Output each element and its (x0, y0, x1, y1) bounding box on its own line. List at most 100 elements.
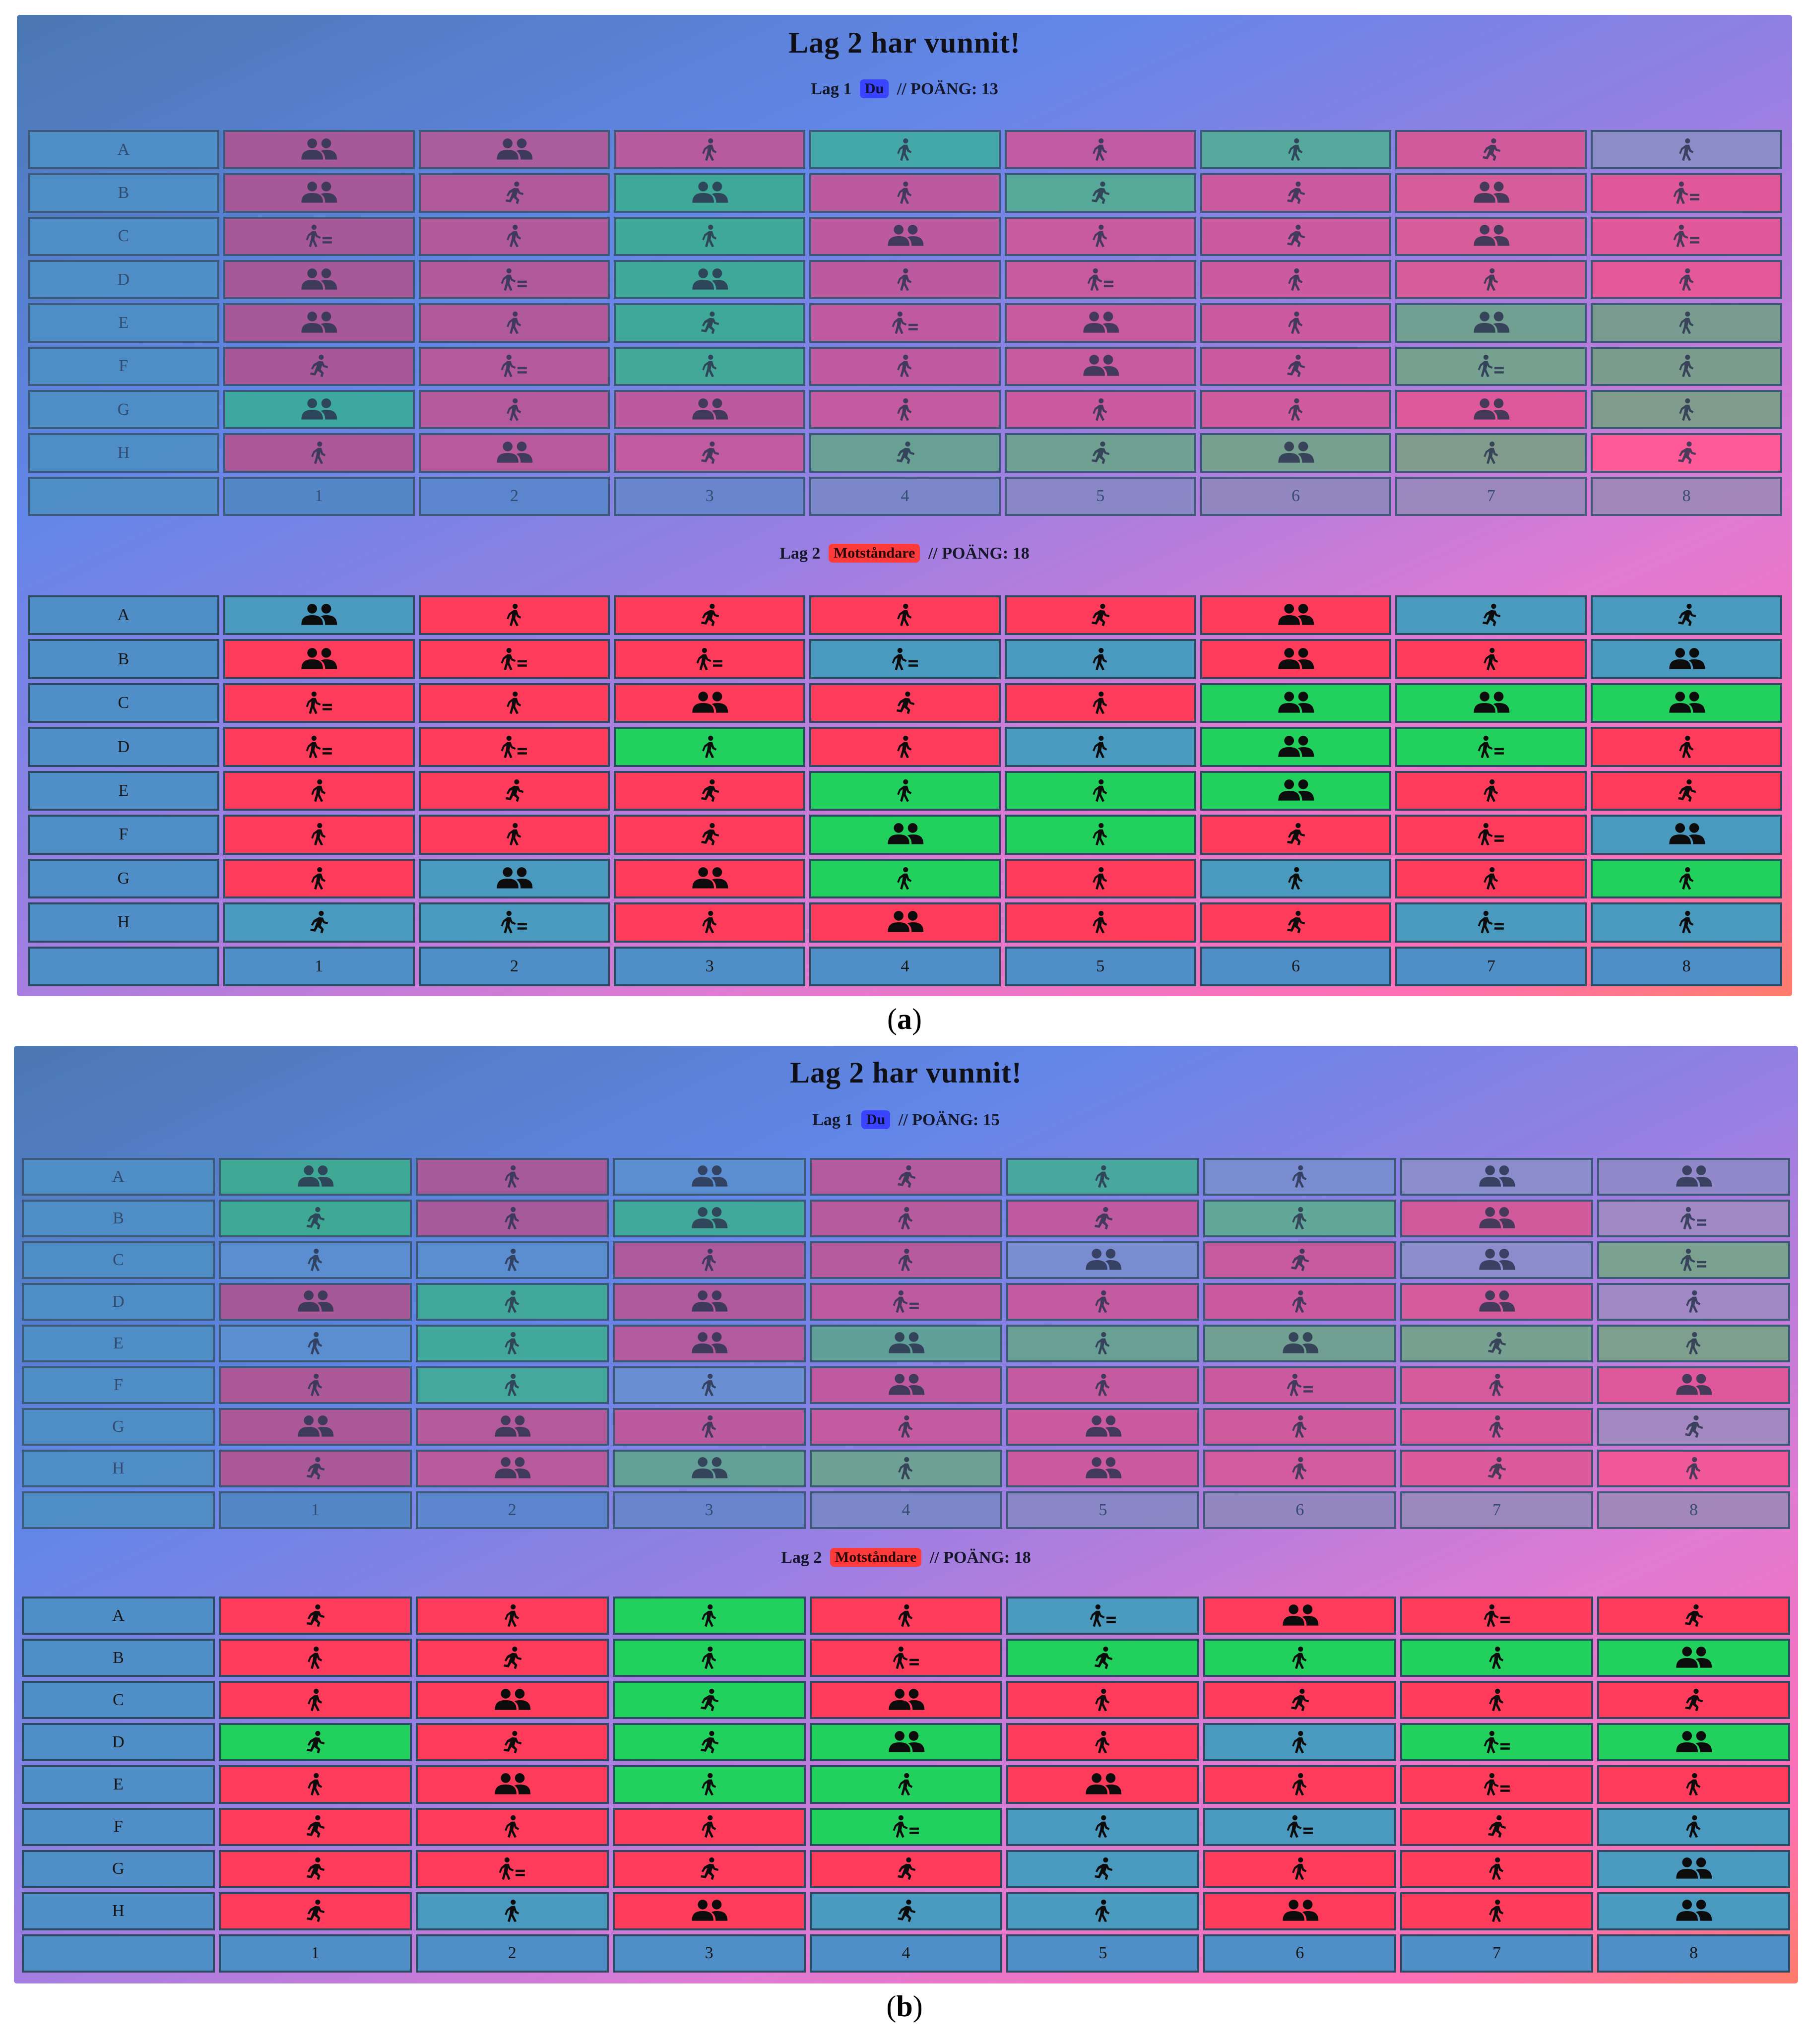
board-cell[interactable] (809, 130, 1001, 170)
board-cell[interactable] (418, 390, 610, 430)
board-cell[interactable] (415, 1892, 609, 1930)
board-cell[interactable] (1400, 1597, 1594, 1635)
board-cell[interactable] (1597, 1325, 1790, 1362)
board-cell[interactable] (809, 1681, 1003, 1720)
board-cell[interactable] (809, 390, 1001, 430)
board-cell[interactable] (218, 1283, 412, 1321)
board-cell[interactable] (218, 1639, 412, 1677)
board-cell[interactable] (1591, 902, 1782, 943)
board-cell[interactable] (1203, 1200, 1397, 1237)
board-cell[interactable] (415, 1723, 609, 1762)
board-cell[interactable] (1400, 1681, 1594, 1720)
board-cell[interactable] (1004, 346, 1196, 386)
board-cell[interactable] (1597, 1850, 1790, 1888)
board-cell[interactable] (418, 902, 610, 943)
board-cell[interactable] (1597, 1807, 1790, 1846)
board-cell[interactable] (1400, 1158, 1594, 1196)
board-cell[interactable] (1400, 1408, 1594, 1446)
board-cell[interactable] (1203, 1366, 1397, 1404)
board-cell[interactable] (1006, 1408, 1200, 1446)
board-cell[interactable] (612, 1241, 806, 1279)
board-cell[interactable] (418, 858, 610, 899)
board-cell[interactable] (809, 1597, 1003, 1635)
board-cell[interactable] (415, 1850, 609, 1888)
board-cell[interactable] (1597, 1366, 1790, 1404)
board-cell[interactable] (1203, 1807, 1397, 1846)
board-cell[interactable] (809, 1408, 1003, 1446)
board-cell[interactable] (1004, 433, 1196, 473)
board-cell[interactable] (1006, 1325, 1200, 1362)
board-cell[interactable] (809, 595, 1001, 636)
board-cell[interactable] (1006, 1681, 1200, 1720)
board-cell[interactable] (1597, 1765, 1790, 1804)
board-cell[interactable] (223, 639, 415, 679)
board-cell[interactable] (1400, 1241, 1594, 1279)
board-cell[interactable] (1591, 303, 1782, 343)
board-cell[interactable] (1395, 390, 1587, 430)
board-cell[interactable] (223, 727, 415, 767)
board-cell[interactable] (1200, 173, 1392, 213)
board-cell[interactable] (1400, 1807, 1594, 1846)
board-cell[interactable] (1200, 595, 1392, 636)
board-cell[interactable] (1004, 216, 1196, 256)
board-cell[interactable] (612, 1325, 806, 1362)
board-cell[interactable] (1006, 1807, 1200, 1846)
board-cell[interactable] (218, 1597, 412, 1635)
board-cell[interactable] (1006, 1892, 1200, 1930)
board-cell[interactable] (809, 1366, 1003, 1404)
board-cell[interactable] (415, 1241, 609, 1279)
board-cell[interactable] (1203, 1892, 1397, 1930)
board-cell[interactable] (1591, 346, 1782, 386)
board-cell[interactable] (1004, 815, 1196, 855)
board-cell[interactable] (1395, 639, 1587, 679)
board-cell[interactable] (418, 639, 610, 679)
board-cell[interactable] (1597, 1283, 1790, 1321)
board-cell[interactable] (223, 216, 415, 256)
board-cell[interactable] (218, 1681, 412, 1720)
board-cell[interactable] (223, 433, 415, 473)
board-cell[interactable] (1200, 902, 1392, 943)
board-cell[interactable] (415, 1408, 609, 1446)
board-cell[interactable] (809, 902, 1001, 943)
board-cell[interactable] (415, 1681, 609, 1720)
board-cell[interactable] (1591, 683, 1782, 723)
board-cell[interactable] (1400, 1850, 1594, 1888)
board-cell[interactable] (612, 1892, 806, 1930)
board-cell[interactable] (218, 1366, 412, 1404)
board-cell[interactable] (1400, 1325, 1594, 1362)
board-cell[interactable] (614, 260, 806, 300)
board-cell[interactable] (1591, 130, 1782, 170)
board-cell[interactable] (1591, 639, 1782, 679)
board-cell[interactable] (1395, 173, 1587, 213)
board-cell[interactable] (1400, 1639, 1594, 1677)
board-cell[interactable] (1395, 433, 1587, 473)
board-cell[interactable] (809, 815, 1001, 855)
board-cell[interactable] (1395, 260, 1587, 300)
board-cell[interactable] (1004, 303, 1196, 343)
board-cell[interactable] (1004, 770, 1196, 811)
board-cell[interactable] (1203, 1325, 1397, 1362)
board-cell[interactable] (809, 1850, 1003, 1888)
board-cell[interactable] (218, 1200, 412, 1237)
board-cell[interactable] (1395, 303, 1587, 343)
board-cell[interactable] (612, 1450, 806, 1487)
board-cell[interactable] (1006, 1765, 1200, 1804)
board-cell[interactable] (1004, 727, 1196, 767)
board-cell[interactable] (809, 1241, 1003, 1279)
board-cell[interactable] (1395, 346, 1587, 386)
board-cell[interactable] (218, 1325, 412, 1362)
board-cell[interactable] (809, 1639, 1003, 1677)
board-cell[interactable] (614, 216, 806, 256)
board-cell[interactable] (1597, 1158, 1790, 1196)
board-cell[interactable] (415, 1366, 609, 1404)
board-cell[interactable] (418, 815, 610, 855)
board-cell[interactable] (809, 1723, 1003, 1762)
board-cell[interactable] (418, 303, 610, 343)
board-cell[interactable] (1200, 858, 1392, 899)
board-cell[interactable] (1395, 727, 1587, 767)
board-cell[interactable] (223, 390, 415, 430)
board-cell[interactable] (1203, 1241, 1397, 1279)
board-cell[interactable] (223, 902, 415, 943)
board-cell[interactable] (1203, 1158, 1397, 1196)
board-cell[interactable] (614, 902, 806, 943)
